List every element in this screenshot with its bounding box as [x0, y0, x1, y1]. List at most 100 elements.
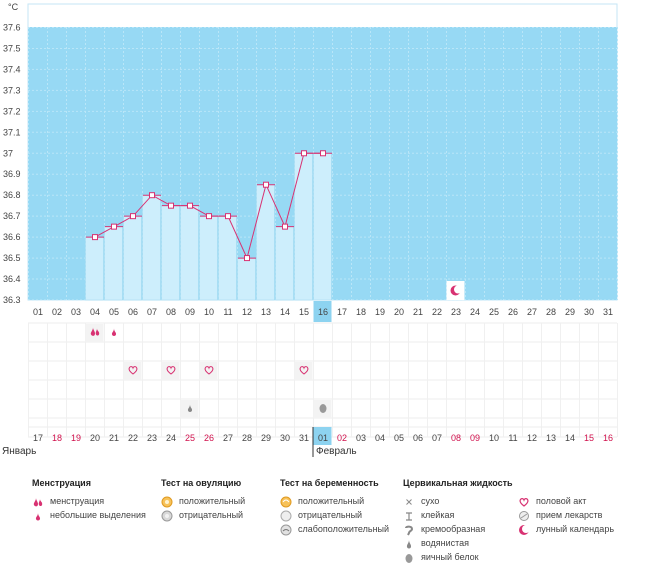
- temperature-bar: [142, 194, 161, 301]
- temperature-bar: [85, 236, 104, 301]
- x-tick-label: 20: [394, 307, 404, 317]
- y-tick-label: 36.3: [3, 295, 21, 305]
- x-tick-label: 01: [33, 307, 43, 317]
- legend-label-menstruation: менструация: [50, 496, 105, 506]
- bottom-date-label: 31: [299, 433, 309, 443]
- x-tick-label: 11: [223, 307, 232, 317]
- ovulation-positive-icon: [161, 496, 173, 508]
- legend: Менструация менструация небольшие выделе…: [0, 478, 655, 587]
- menstruation-icon: [90, 327, 95, 336]
- legend-menstruation: Менструация менструация небольшие выделе…: [32, 478, 146, 522]
- legend-item-pregnancy-positive: положительный: [280, 494, 389, 508]
- legend-cervical-fluid: Цервикальная жидкость сухо клейкая кремо…: [403, 478, 513, 564]
- legend-title-pregnancy-test: Тест на беременность: [280, 478, 379, 488]
- bottom-date-label: 14: [565, 433, 575, 443]
- current-day-highlight: [313, 301, 332, 322]
- month-label-january: Январь: [2, 446, 37, 457]
- moon-icon-cutout: [454, 285, 462, 294]
- bottom-date-label: 19: [71, 433, 81, 443]
- legend-label-dry: сухо: [421, 496, 440, 506]
- legend-label-ovulation-positive: положительный: [179, 496, 246, 506]
- bottom-date-label: 15: [584, 433, 594, 443]
- bottom-date-label: 27: [223, 433, 233, 443]
- bottom-date-label: 24: [166, 433, 176, 443]
- x-tick-label: 13: [261, 307, 271, 317]
- heart-icon: [299, 366, 309, 375]
- y-tick-label: 36.6: [3, 232, 21, 242]
- bottom-date-label: 02: [337, 433, 347, 443]
- temperature-point: [149, 192, 155, 199]
- y-tick-label: 36.8: [3, 190, 21, 200]
- legend-item-lunar: лунный календарь: [518, 522, 614, 536]
- bottom-date-label: 17: [33, 433, 43, 443]
- pregnancy-positive-icon: [280, 496, 292, 508]
- legend-label-pregnancy-negative: отрицательный: [298, 510, 363, 520]
- bottom-date-label: 29: [261, 433, 271, 443]
- legend-label-medication: прием лекарств: [536, 510, 603, 520]
- egg-white-icon: [403, 552, 415, 564]
- bottom-date-label: 25: [185, 433, 195, 443]
- temperature-bar: [123, 215, 142, 301]
- temperature-point: [92, 234, 98, 241]
- x-tick-label: 31: [603, 307, 613, 317]
- y-tick-label: 36.4: [3, 274, 21, 284]
- x-tick-label: 19: [375, 307, 385, 317]
- intercourse-cell: [294, 362, 313, 380]
- legend-item-dry: сухо: [403, 494, 513, 508]
- y-tick-label: 37.3: [3, 85, 21, 95]
- temperature-bar: [294, 153, 313, 301]
- bottom-date-label: 08: [451, 433, 461, 443]
- x-tick-label: 05: [109, 307, 119, 317]
- x-tick-label: 25: [489, 307, 499, 317]
- legend-other: половой акт прием лекарств лунный календ…: [518, 494, 614, 536]
- legend-item-menstruation: менструация: [32, 494, 146, 508]
- temperature-bar: [180, 205, 199, 301]
- temperature-point: [187, 202, 193, 209]
- egg-white-icon: [319, 404, 327, 413]
- legend-label-ovulation-negative: отрицательный: [179, 510, 244, 520]
- bottom-date-label: 01: [318, 433, 328, 443]
- temperature-bar: [256, 184, 275, 301]
- sticky-icon: [403, 510, 415, 522]
- temperature-point: [263, 181, 269, 188]
- bottom-date-label: 18: [52, 433, 62, 443]
- temperature-point: [320, 150, 326, 157]
- x-tick-label: 15: [299, 307, 309, 317]
- x-tick-label: 21: [413, 307, 423, 317]
- legend-label-pregnancy-positive: положительный: [298, 496, 365, 506]
- legend-title-ovulation-test: Тест на овуляцию: [161, 478, 242, 488]
- temperature-point: [225, 213, 231, 220]
- x-tick-label: 16: [318, 307, 328, 317]
- legend-label-lunar: лунный календарь: [536, 524, 615, 534]
- bottom-date-label: 10: [489, 433, 499, 443]
- legend-item-watery: водянистая: [403, 536, 513, 550]
- temperature-point: [282, 223, 288, 230]
- heart-icon: [128, 366, 138, 375]
- x-tick-label: 24: [470, 307, 480, 317]
- x-tick-label: 09: [185, 307, 195, 317]
- temperature-point: [244, 255, 250, 262]
- pill-icon: [518, 510, 530, 522]
- bottom-date-label: 28: [242, 433, 252, 443]
- legend-label-intercourse: половой акт: [536, 496, 587, 506]
- y-tick-label: 36.9: [3, 169, 21, 179]
- bottom-date-label: 20: [90, 433, 100, 443]
- legend-title-menstruation: Менструация: [32, 478, 91, 488]
- legend-label-creamy: кремообразная: [421, 524, 486, 534]
- heart-icon: [518, 496, 530, 508]
- y-tick-label: 37: [3, 148, 13, 158]
- intercourse-cell: [161, 362, 180, 380]
- legend-label-egg-white: яичный белок: [421, 552, 479, 562]
- dry-cross-icon: [403, 496, 415, 508]
- legend-label-watery: водянистая: [421, 538, 470, 548]
- bottom-date-label: 23: [147, 433, 157, 443]
- legend-item-sticky: клейкая: [403, 508, 513, 522]
- y-axis-unit-label: °C: [8, 2, 19, 12]
- x-tick-label: 23: [451, 307, 461, 317]
- legend-item-creamy: кремообразная: [403, 522, 513, 536]
- spotting-icon: [111, 328, 117, 336]
- moon-icon: [518, 524, 530, 536]
- bbt-chart: °C 37.6 37.5 37.4 37.3 37.2 37.1 37 36.9 36.8 36.…: [3, 2, 618, 457]
- x-tick-label: 28: [546, 307, 556, 317]
- y-tick-label: 37.4: [3, 64, 21, 74]
